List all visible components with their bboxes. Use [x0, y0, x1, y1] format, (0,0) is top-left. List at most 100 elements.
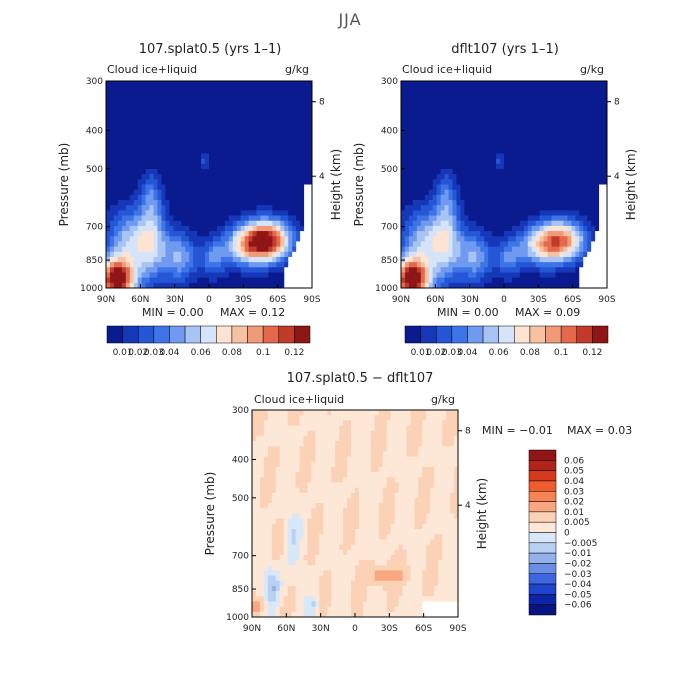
heatmap-cell — [468, 127, 473, 134]
heatmap-cell — [307, 446, 312, 452]
heatmap-cell — [220, 179, 226, 185]
heatmap-cell — [362, 456, 368, 463]
heatmap-cell — [169, 127, 174, 134]
heatmap-cell — [551, 137, 556, 144]
heatmap-cell — [308, 194, 313, 201]
heatmap-cell — [448, 262, 453, 268]
heatmap-cell — [404, 86, 410, 92]
heatmap-cell — [315, 472, 320, 478]
heatmap-cell — [476, 122, 481, 128]
heatmap-cell — [382, 430, 388, 437]
heatmap-cell — [452, 163, 457, 170]
heatmap-cell — [535, 174, 541, 180]
heatmap-cell — [456, 225, 461, 232]
heatmap-cell — [209, 137, 214, 144]
heatmap-cell — [575, 215, 580, 222]
heatmap-cell — [284, 168, 289, 175]
heatmap-cell — [547, 282, 552, 289]
heatmap-cell — [527, 153, 533, 160]
heatmap-cell — [343, 415, 348, 421]
heatmap-cell — [284, 256, 289, 263]
heatmap-cell — [129, 262, 135, 268]
heatmap-cell — [408, 210, 414, 216]
heatmap-cell — [452, 143, 457, 149]
heatmap-cell — [452, 148, 457, 154]
heatmap-cell — [432, 262, 438, 268]
heatmap-cell — [224, 282, 230, 289]
heatmap-cell — [121, 262, 127, 268]
heatmap-cell — [519, 91, 525, 97]
heatmap-cell — [335, 477, 340, 483]
heatmap-cell — [428, 91, 434, 97]
heatmap-cell — [511, 225, 517, 232]
heatmap-cell — [315, 451, 320, 457]
heatmap-cell — [335, 420, 340, 426]
heatmap-cell — [406, 435, 411, 442]
heatmap-cell — [472, 112, 477, 118]
heatmap-cell — [165, 256, 170, 263]
heatmap-cell — [141, 137, 147, 144]
heatmap-cell — [212, 163, 218, 170]
heatmap-cell — [386, 461, 392, 468]
heatmap-cell — [432, 148, 438, 154]
heatmap-cell — [394, 425, 399, 432]
heatmap-cell — [587, 137, 592, 144]
heatmap-cell — [300, 174, 305, 180]
heatmap-cell — [587, 153, 592, 160]
heatmap-cell — [244, 168, 250, 175]
heatmap-cell — [232, 189, 238, 196]
heatmap-cell — [422, 420, 427, 426]
heatmap-cell — [177, 86, 182, 92]
heatmap-cell — [303, 420, 308, 426]
heatmap-cell — [480, 106, 485, 113]
heatmap-cell — [539, 86, 545, 92]
heatmap-cell — [603, 96, 608, 103]
heatmap-cell — [507, 158, 513, 165]
heatmap-cell — [137, 112, 143, 118]
heatmap-cell — [185, 153, 190, 160]
heatmap-cell — [444, 262, 449, 268]
heatmap-cell — [331, 420, 336, 426]
heatmap-cell — [454, 435, 459, 442]
heatmap-cell — [145, 236, 150, 242]
heatmap-cell — [275, 477, 281, 483]
heatmap-cell — [496, 86, 501, 92]
heatmap-cell — [311, 466, 316, 473]
heatmap-cell — [205, 163, 210, 170]
heatmap-cell — [181, 251, 186, 258]
heatmap-cell — [181, 184, 186, 191]
heatmap-cell — [444, 153, 449, 160]
panel-2-variable: Cloud ice+liquid — [402, 63, 493, 76]
heatmap-cell — [276, 215, 281, 222]
heatmap-cell — [173, 241, 178, 247]
heatmap-cell — [579, 262, 584, 268]
heatmap-cell — [173, 200, 178, 206]
heatmap-cell — [410, 420, 415, 426]
heatmap-cell — [149, 267, 154, 273]
heatmap-cell — [418, 456, 423, 463]
heatmap-cell — [137, 96, 143, 103]
heatmap-cell — [507, 194, 513, 201]
heatmap-cell — [267, 420, 273, 426]
heatmap-cell — [507, 96, 513, 103]
heatmap-cell — [547, 194, 552, 201]
heatmap-cell — [311, 415, 316, 421]
heatmap-cell — [252, 410, 257, 416]
colorbar-swatch — [420, 325, 437, 344]
heatmap-cell — [404, 106, 410, 113]
heatmap-cell — [288, 137, 293, 144]
heatmap-cell — [460, 127, 465, 134]
heatmap-cell — [511, 189, 517, 196]
heatmap-cell — [595, 112, 600, 118]
heatmap-cell — [173, 277, 178, 284]
heatmap-cell — [386, 451, 392, 457]
heatmap-cell — [452, 174, 457, 180]
heatmap-cell — [412, 127, 418, 134]
heatmap-cell — [304, 215, 309, 222]
heatmap-cell — [303, 456, 308, 463]
heatmap-cell — [599, 267, 604, 273]
heatmap-cell — [248, 96, 253, 103]
heatmap-cell — [248, 106, 253, 113]
heatmap-cell — [430, 446, 435, 452]
heatmap-cell — [404, 246, 410, 253]
